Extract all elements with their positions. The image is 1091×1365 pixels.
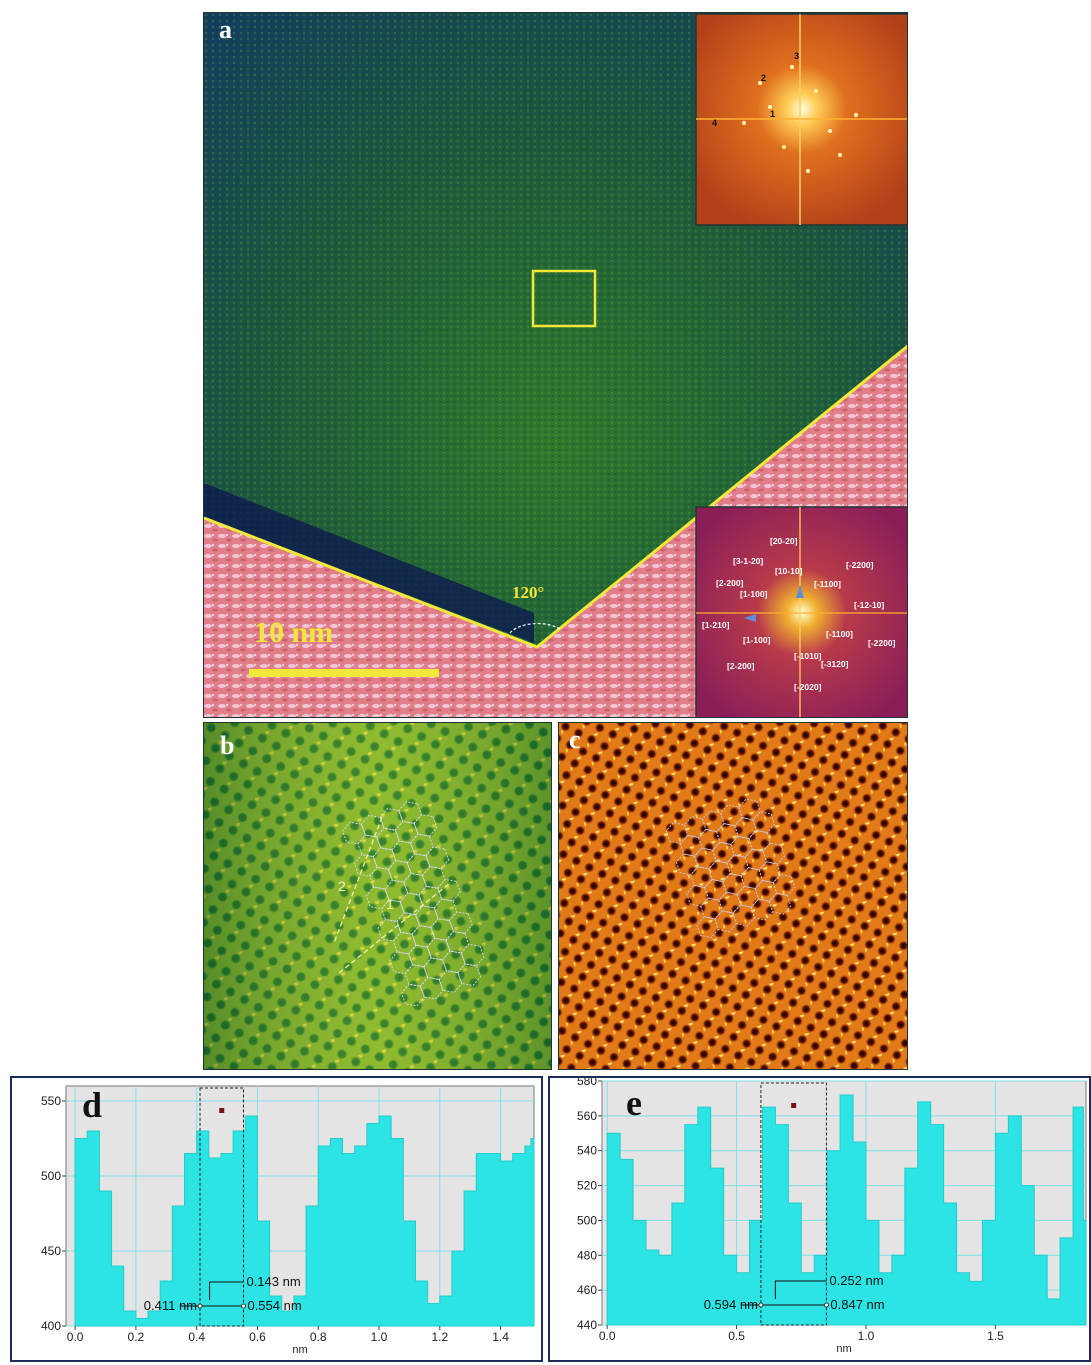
fft-index-label: [1-100] bbox=[740, 589, 768, 599]
y-tick-label: 460 bbox=[577, 1283, 597, 1297]
panel-a-image: 1 2 3 4 [20-20] [3-1-20] [-2200] [10-10] [2-200… bbox=[204, 13, 908, 718]
angle-label: 120° bbox=[512, 583, 544, 603]
fft-index-label: [3-1-20] bbox=[733, 556, 763, 566]
fft-spot-label: 1 bbox=[770, 109, 775, 119]
x-tick-label: 0.6 bbox=[249, 1330, 266, 1344]
fft-index-label: [2-200] bbox=[727, 661, 755, 671]
x-axis-label: nm bbox=[292, 1344, 307, 1356]
scalebar-label: 10 nm bbox=[254, 616, 333, 650]
panel-letter-d: d bbox=[82, 1084, 102, 1126]
x-tick-label: 1.0 bbox=[371, 1330, 388, 1344]
x-tick-label: 0.0 bbox=[599, 1329, 616, 1343]
fft-index-label: [-2200] bbox=[868, 638, 896, 648]
y-tick-label: 520 bbox=[577, 1179, 597, 1193]
fft-index-label: [-1100] bbox=[826, 629, 853, 639]
line-label-1: 1 bbox=[386, 896, 394, 912]
y-tick-label: 550 bbox=[41, 1094, 61, 1108]
panel-d: 0.143 nm 0.411 nm 0.554 nm 0.0 0.2 0.4 0.6 0.8 1… bbox=[10, 1076, 543, 1362]
x-tick-label: 0.0 bbox=[67, 1330, 84, 1344]
x-tick-label: 0.2 bbox=[128, 1330, 145, 1344]
x-tick-label: 0.5 bbox=[728, 1329, 745, 1343]
x-tick-label: 1.5 bbox=[987, 1329, 1004, 1343]
y-tick-label: 400 bbox=[41, 1319, 61, 1333]
fft-spot-label: 3 bbox=[794, 51, 799, 61]
x-tick-label: 1.2 bbox=[431, 1330, 448, 1344]
y-tick-label: 540 bbox=[577, 1144, 597, 1158]
end-annotation: 0.847 nm bbox=[830, 1297, 884, 1312]
y-tick-label: 560 bbox=[577, 1109, 597, 1123]
x-tick-label: 1.0 bbox=[858, 1329, 875, 1343]
panel-letter-e: e bbox=[626, 1082, 642, 1124]
fft-spot-label: 2 bbox=[761, 73, 766, 83]
panel-c: c bbox=[558, 722, 908, 1070]
fft-index-label: [1-210] bbox=[702, 620, 730, 630]
fft-index-label: [1-100] bbox=[743, 635, 771, 645]
fft-index-label: [20-20] bbox=[770, 536, 798, 546]
fft-index-label: [-3120] bbox=[821, 659, 849, 669]
start-annotation: 0.411 nm bbox=[144, 1298, 197, 1313]
fft-index-label: [-1100] bbox=[814, 579, 841, 589]
panel-e: 0.252 nm 0.594 nm 0.847 nm 0.0 0.5 1.0 1.5 440 4… bbox=[548, 1076, 1091, 1362]
fft-index-label: [-2020] bbox=[794, 682, 822, 692]
line-label-2: 2 bbox=[338, 878, 346, 894]
fft-index-label: [-1010] bbox=[794, 651, 822, 661]
y-tick-label: 440 bbox=[577, 1318, 597, 1332]
panel-a: 1 2 3 4 [20-20] [3-1-20] [-2200] [10-10] [2-200… bbox=[203, 12, 908, 718]
y-tick-label: 450 bbox=[41, 1244, 61, 1258]
y-tick-label: 580 bbox=[577, 1078, 597, 1088]
fft-index-label: [10-10] bbox=[775, 566, 803, 576]
end-annotation: 0.554 nm bbox=[247, 1298, 301, 1313]
x-axis-label: nm bbox=[836, 1343, 851, 1355]
scale-bar bbox=[249, 669, 439, 677]
y-tick-label: 500 bbox=[577, 1213, 597, 1227]
x-tick-label: 1.4 bbox=[492, 1330, 509, 1344]
y-tick-label: 500 bbox=[41, 1169, 61, 1183]
width-annotation: 0.143 nm bbox=[246, 1274, 300, 1289]
panel-c-image bbox=[559, 723, 908, 1070]
fft-index-label: [2-200] bbox=[716, 578, 744, 588]
panel-b: 2 1 b bbox=[203, 722, 552, 1070]
selection-handle[interactable] bbox=[219, 1108, 224, 1113]
selection-handle[interactable] bbox=[791, 1103, 796, 1108]
x-tick-label: 0.8 bbox=[310, 1330, 327, 1344]
x-tick-label: 0.4 bbox=[188, 1330, 205, 1344]
width-annotation: 0.252 nm bbox=[829, 1273, 883, 1288]
fft-index-label: [-2200] bbox=[846, 560, 874, 570]
panel-letter-b: b bbox=[220, 731, 234, 761]
y-tick-label: 480 bbox=[577, 1248, 597, 1262]
panel-letter-a: a bbox=[219, 15, 232, 45]
fft-index-label: [-12-10] bbox=[854, 600, 884, 610]
fft-spot-label: 4 bbox=[712, 118, 717, 128]
panel-letter-c: c bbox=[569, 725, 581, 755]
start-annotation: 0.594 nm bbox=[704, 1297, 758, 1312]
fft-inset-top bbox=[696, 14, 908, 225]
panel-b-image: 2 1 bbox=[204, 723, 552, 1070]
